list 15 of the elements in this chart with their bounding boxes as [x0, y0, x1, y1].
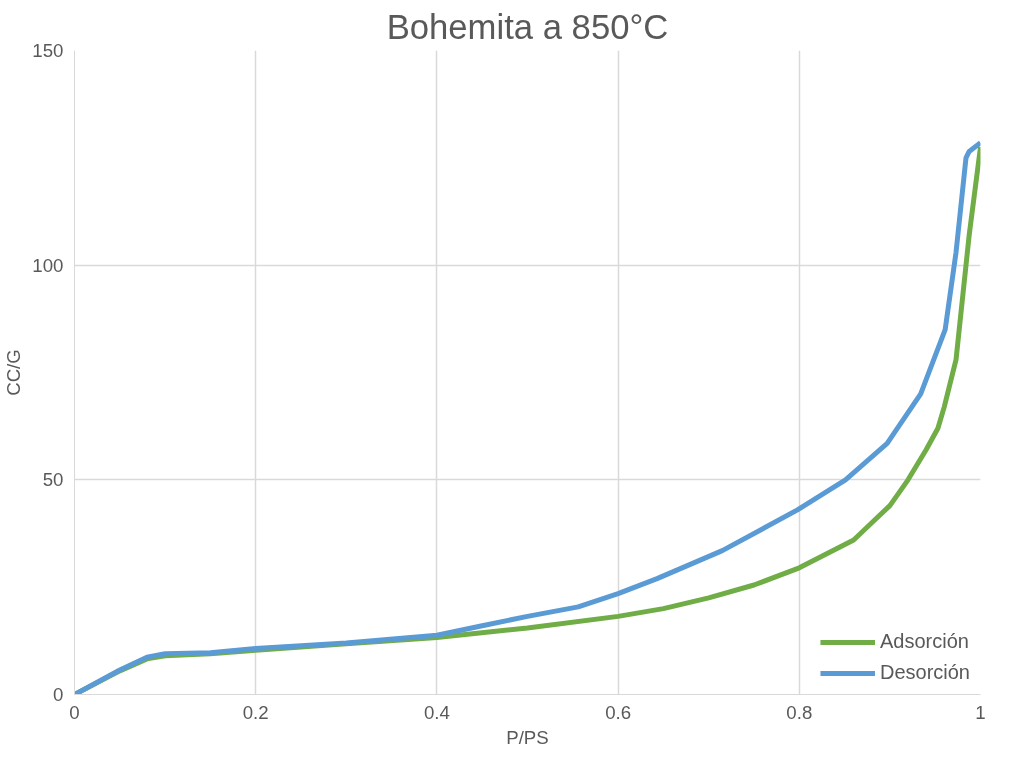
- y-tick-label: 0: [53, 684, 64, 705]
- x-tick-label: 0.2: [242, 701, 269, 723]
- x-tick-label: 0.8: [786, 701, 813, 723]
- y-tick-label: 50: [42, 469, 64, 491]
- y-axis-title: CC/G: [3, 349, 25, 396]
- x-tick-label: 0.4: [423, 701, 450, 723]
- chart-title: Bohemita a 850°C: [386, 7, 669, 46]
- x-tick-label: 1: [975, 701, 986, 723]
- x-tick-label: 0.6: [605, 701, 632, 723]
- x-axis-title: P/PS: [506, 726, 549, 748]
- x-tick-label: 0: [69, 701, 80, 723]
- y-tick-label: 100: [32, 254, 64, 276]
- legend-label: Desorción: [879, 661, 970, 684]
- legend-label: Adsorción: [879, 630, 969, 653]
- y-tick-label: 150: [32, 40, 64, 61]
